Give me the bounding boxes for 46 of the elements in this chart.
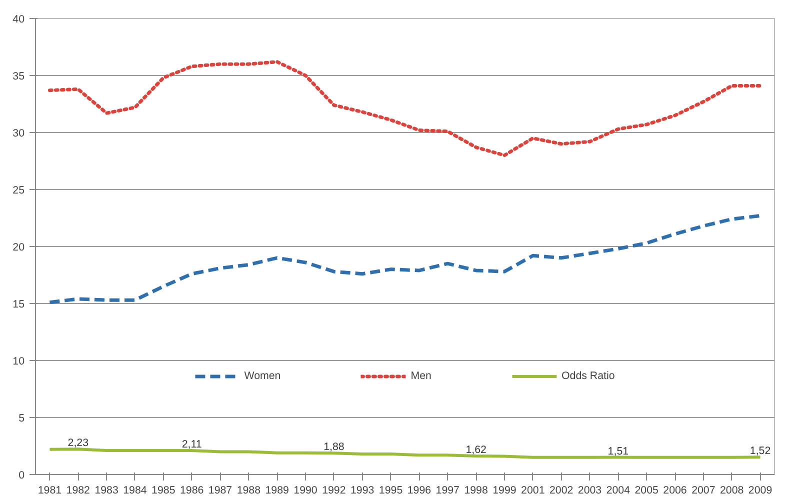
x-tick-label: 2006 bbox=[663, 484, 687, 496]
data-label: 2,23 bbox=[68, 437, 89, 450]
x-tick-label: 1987 bbox=[208, 484, 232, 496]
x-tick-label: 1992 bbox=[322, 484, 346, 496]
x-tick-label: 2005 bbox=[634, 484, 659, 496]
x-tick-label: 1999 bbox=[492, 484, 516, 496]
y-tick-label: 35 bbox=[12, 70, 25, 82]
x-tick-label: 1993 bbox=[350, 484, 374, 496]
x-tick-label: 1986 bbox=[180, 484, 204, 496]
x-tick-label: 2008 bbox=[720, 484, 744, 496]
data-label: 2,11 bbox=[182, 438, 202, 450]
y-tick-label: 0 bbox=[18, 470, 25, 482]
y-tick-label: 40 bbox=[12, 14, 25, 26]
x-tick-label: 1995 bbox=[378, 484, 403, 496]
x-tick-label: 2009 bbox=[748, 484, 772, 496]
x-tick-label: 2001 bbox=[521, 484, 545, 496]
y-tick-label: 30 bbox=[12, 128, 25, 140]
x-tick-label: 1989 bbox=[265, 484, 290, 496]
line-series bbox=[48, 60, 762, 158]
x-tick-label: 1998 bbox=[464, 484, 488, 496]
x-tick-label: 2007 bbox=[692, 484, 716, 496]
x-tick-label: 1997 bbox=[436, 484, 460, 496]
y-tick-label: 20 bbox=[12, 242, 25, 254]
x-tick-label: 1982 bbox=[66, 484, 90, 496]
x-tick-label: 1996 bbox=[407, 484, 432, 496]
y-tick-label: 15 bbox=[12, 298, 25, 310]
x-tick-label: 1990 bbox=[294, 484, 318, 496]
x-tick-label: 1983 bbox=[94, 484, 118, 496]
x-tick-label: 2003 bbox=[578, 484, 602, 496]
data-label: 1,51 bbox=[608, 445, 629, 458]
data-label: 1,52 bbox=[750, 445, 771, 458]
x-tick-label: 2004 bbox=[606, 484, 630, 496]
y-tick-label: 5 bbox=[18, 412, 25, 424]
x-tick-label: 1985 bbox=[152, 484, 176, 496]
legend-label: Odds Ratio bbox=[561, 370, 615, 382]
x-tick-label: 2002 bbox=[549, 484, 574, 496]
line-series bbox=[48, 214, 762, 304]
x-tick-label: 1988 bbox=[236, 484, 261, 496]
y-tick-label: 10 bbox=[12, 356, 25, 368]
legend-label: Men bbox=[410, 370, 432, 382]
legend-label: Women bbox=[244, 370, 281, 382]
y-tick-label: 25 bbox=[12, 184, 25, 196]
x-tick-label: 1981 bbox=[38, 484, 62, 496]
x-tick-label: 1984 bbox=[123, 484, 147, 496]
data-label: 1,88 bbox=[324, 441, 344, 454]
data-label: 1,62 bbox=[466, 444, 486, 456]
